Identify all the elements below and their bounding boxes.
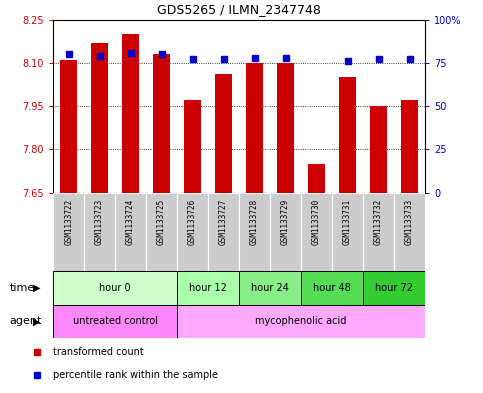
Text: GSM1133732: GSM1133732 — [374, 199, 383, 245]
Bar — [370, 106, 387, 193]
Bar — [146, 193, 177, 271]
Bar — [91, 43, 108, 193]
Text: percentile rank within the sample: percentile rank within the sample — [53, 370, 218, 380]
Text: hour 24: hour 24 — [251, 283, 289, 293]
Bar — [301, 193, 332, 271]
Text: GSM1133728: GSM1133728 — [250, 199, 259, 245]
Text: ▶: ▶ — [32, 283, 40, 293]
Text: GSM1133733: GSM1133733 — [405, 199, 414, 245]
Bar — [363, 271, 425, 305]
Bar — [308, 164, 325, 193]
Text: agent: agent — [10, 316, 42, 326]
Text: GSM1133729: GSM1133729 — [281, 199, 290, 245]
Bar — [122, 34, 139, 193]
Text: hour 0: hour 0 — [99, 283, 131, 293]
Bar — [53, 193, 84, 271]
Text: GSM1133722: GSM1133722 — [64, 199, 73, 245]
Bar — [60, 60, 77, 193]
Text: hour 48: hour 48 — [313, 283, 351, 293]
Text: GSM1133725: GSM1133725 — [157, 199, 166, 245]
Bar — [84, 193, 115, 271]
Bar — [363, 193, 394, 271]
Bar — [53, 271, 177, 305]
Text: ▶: ▶ — [32, 316, 40, 326]
Bar — [177, 193, 208, 271]
Text: hour 72: hour 72 — [375, 283, 413, 293]
Bar — [339, 77, 356, 193]
Text: time: time — [10, 283, 35, 293]
Text: GSM1133727: GSM1133727 — [219, 199, 228, 245]
Text: GSM1133726: GSM1133726 — [188, 199, 197, 245]
Bar — [177, 271, 239, 305]
Bar — [401, 100, 418, 193]
Text: transformed count: transformed count — [53, 347, 143, 357]
Bar — [239, 271, 301, 305]
Text: hour 12: hour 12 — [189, 283, 227, 293]
Bar — [177, 305, 425, 338]
Text: mycophenolic acid: mycophenolic acid — [256, 316, 347, 326]
Text: GSM1133723: GSM1133723 — [95, 199, 104, 245]
Text: GSM1133724: GSM1133724 — [126, 199, 135, 245]
Bar — [208, 193, 239, 271]
Bar — [239, 193, 270, 271]
Bar — [270, 193, 301, 271]
Bar — [115, 193, 146, 271]
Text: GSM1133730: GSM1133730 — [312, 199, 321, 245]
Bar — [184, 100, 201, 193]
Text: GSM1133731: GSM1133731 — [343, 199, 352, 245]
Bar — [53, 305, 177, 338]
Bar — [215, 74, 232, 193]
Bar — [246, 63, 263, 193]
Bar — [153, 54, 170, 193]
Bar — [332, 193, 363, 271]
Bar — [394, 193, 425, 271]
Title: GDS5265 / ILMN_2347748: GDS5265 / ILMN_2347748 — [157, 3, 321, 16]
Bar — [301, 271, 363, 305]
Text: untreated control: untreated control — [72, 316, 157, 326]
Bar — [277, 63, 294, 193]
